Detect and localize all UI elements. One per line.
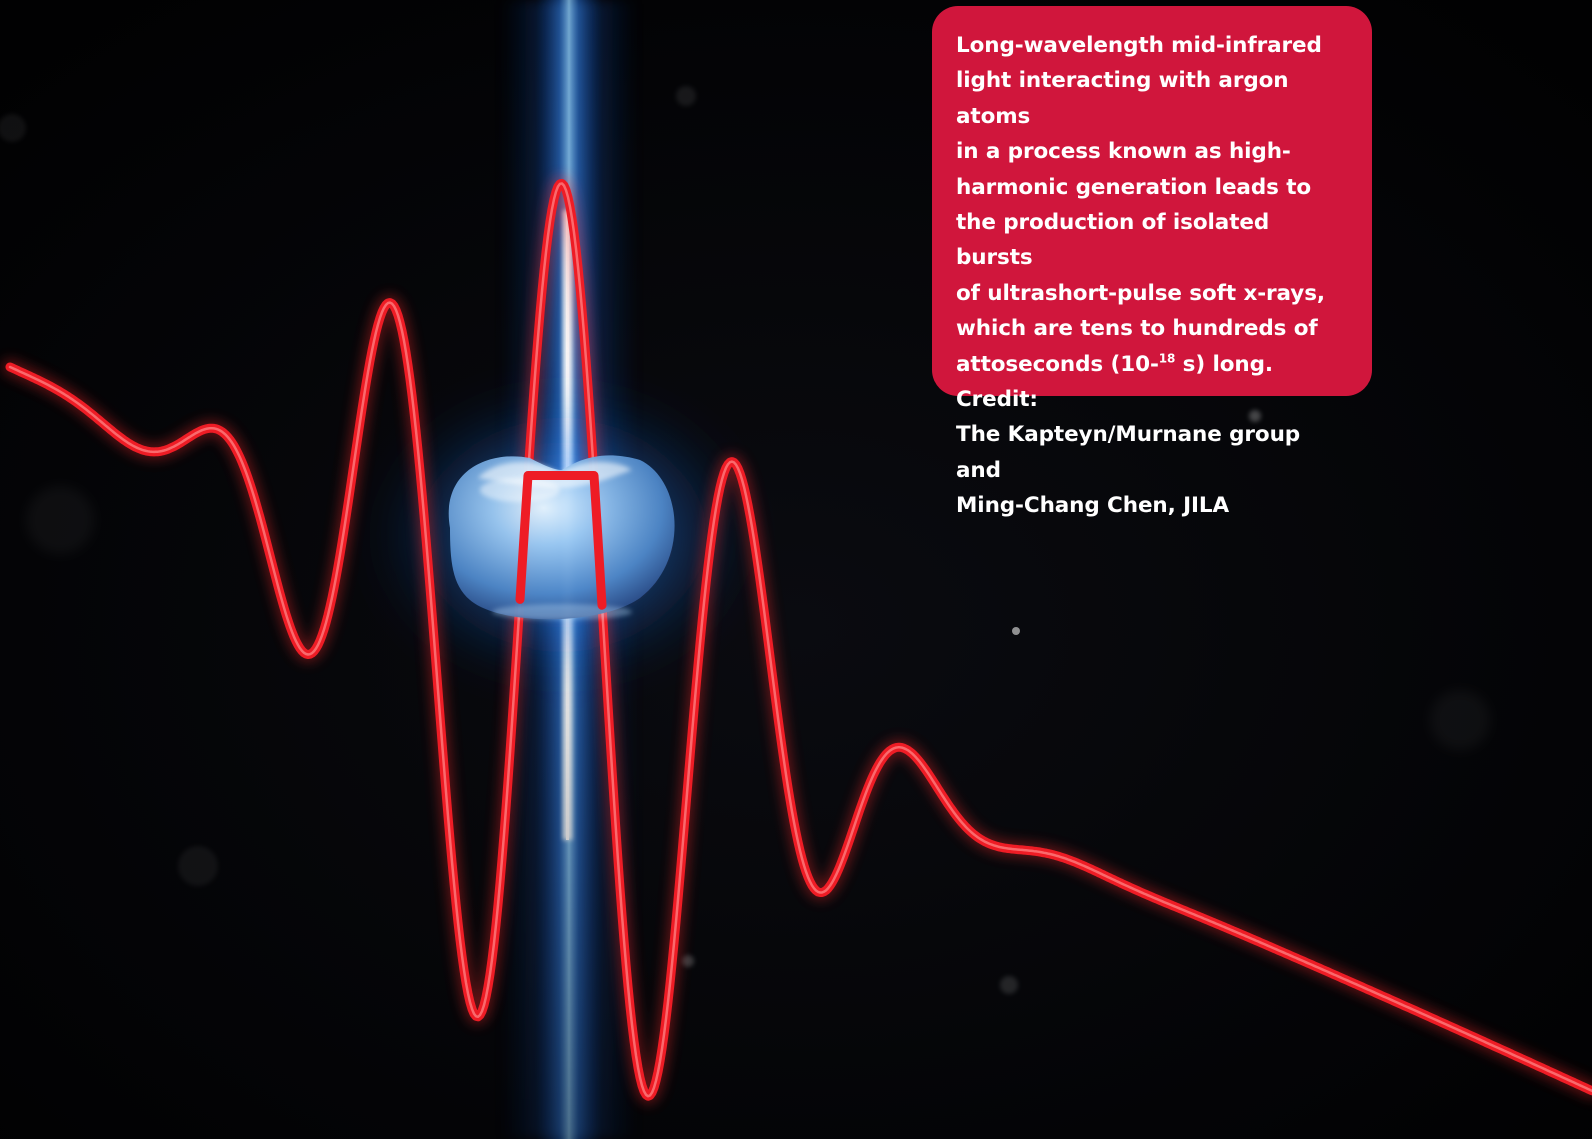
- caption-text: Long-wavelength mid-infrared light inter…: [956, 28, 1348, 524]
- bokeh-dots: [0, 86, 1490, 994]
- caption-text-main: Long-wavelength mid-infrared light inter…: [956, 33, 1325, 377]
- laser-pulse-wave: [2, 175, 1592, 1105]
- laser-pulse-front: [515, 471, 607, 610]
- argon-atom: [448, 455, 675, 620]
- caption-box: Long-wavelength mid-infrared light inter…: [932, 6, 1372, 518]
- caption-text-end: s) long. Credit: The Kapteyn/Murnane gro…: [956, 351, 1301, 519]
- caption-exponent: 18: [1158, 351, 1176, 366]
